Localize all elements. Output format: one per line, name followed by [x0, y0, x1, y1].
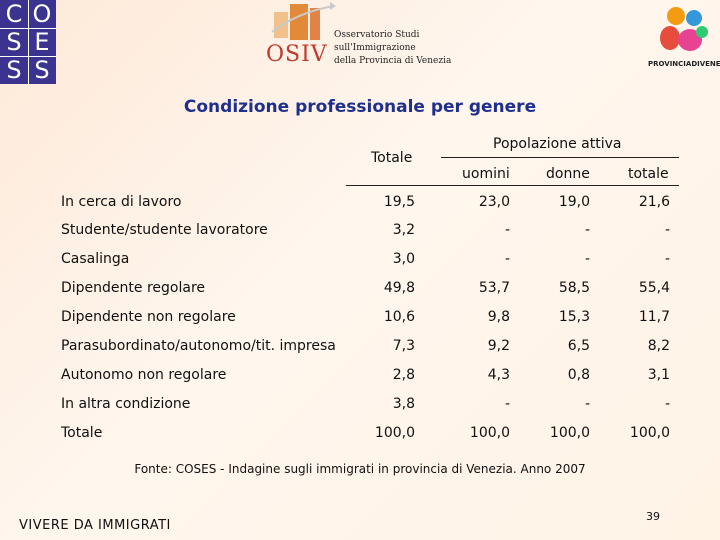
coses-letter: S: [6, 56, 22, 84]
coses-letter: S: [6, 28, 22, 56]
table-cell: 3,8: [392, 396, 415, 412]
page-number: 39: [646, 510, 660, 523]
table-cell: 100,0: [629, 425, 670, 441]
table-cell: 49,8: [383, 280, 415, 296]
table-cell: 6,5: [567, 338, 590, 354]
table-cell: 53,7: [478, 280, 510, 296]
row-label: Autonomo non regolare: [61, 367, 227, 383]
table-cell: 3,1: [647, 367, 670, 383]
table-cell: 3,0: [392, 251, 415, 267]
row-label: Parasubordinato/autonomo/tit. impresa: [61, 338, 336, 354]
table-cell: 23,0: [478, 194, 510, 210]
coses-letter: E: [34, 28, 50, 56]
row-label: Casalinga: [61, 251, 130, 267]
osiv-line: Osservatorio Studi: [334, 30, 420, 40]
table-cell: 19,5: [383, 194, 415, 210]
row-label: Dipendente regolare: [61, 280, 206, 296]
table-cell: 2,8: [392, 367, 415, 383]
table-cell: -: [664, 222, 670, 238]
osiv-line: della Provincia di Venezia: [334, 56, 452, 66]
table-cell: 4,3: [487, 367, 510, 383]
row-label: Studente/studente lavoratore: [61, 222, 268, 238]
osiv-wordmark: OSIV: [266, 42, 328, 67]
table-cell: 21,6: [638, 194, 670, 210]
table-cell: 3,2: [392, 222, 415, 238]
header-donne: donne: [546, 166, 590, 182]
header-totale-attiva: totale: [628, 166, 669, 182]
coses-logo: C O S E S S: [0, 0, 56, 84]
table-cell: 0,8: [567, 367, 590, 383]
table-cell: 100,0: [469, 425, 510, 441]
table-cell: 19,0: [558, 194, 590, 210]
provincia-logo: PROVINCIADIVENEZIA: [644, 4, 720, 70]
provincia-label: PROVINCIADIVENEZIA: [648, 60, 720, 68]
table-cell: -: [504, 222, 510, 238]
table-cell: -: [584, 396, 590, 412]
table-cell: 15,3: [558, 309, 590, 325]
table-cell: 100,0: [374, 425, 415, 441]
coses-letter: C: [5, 0, 23, 28]
page-title: Condizione professionale per genere: [183, 97, 537, 117]
row-label: Dipendente non regolare: [61, 309, 236, 325]
table-cell: 55,4: [638, 280, 670, 296]
row-label: Totale: [61, 425, 103, 441]
osiv-emblem-icon: [271, 2, 336, 40]
row-label: In cerca di lavoro: [61, 194, 182, 210]
table-cell: -: [664, 251, 670, 267]
osiv-logo: OSIV Osservatorio Studi sull'Immigrazion…: [266, 2, 451, 68]
table-cell: -: [504, 251, 510, 267]
table-cell: -: [584, 251, 590, 267]
table-cell: 9,2: [487, 338, 510, 354]
table-cell: 100,0: [549, 425, 590, 441]
table-cell: 8,2: [647, 338, 670, 354]
header-uomini: uomini: [462, 166, 510, 182]
table-cell: -: [504, 396, 510, 412]
coses-letter: S: [34, 56, 50, 84]
table-cell: 10,6: [383, 309, 415, 325]
coses-letter: O: [32, 0, 52, 28]
table-cell: 58,5: [558, 280, 590, 296]
table-cell: 7,3: [392, 338, 415, 354]
provincia-emblem-icon: [660, 7, 708, 51]
footer-title: VIVERE DA IMMIGRATI: [19, 518, 171, 533]
table-cell: -: [584, 222, 590, 238]
header-rule: [346, 185, 679, 186]
header-group-rule: [441, 157, 679, 158]
header-popolazione-attiva: Popolazione attiva: [493, 136, 622, 152]
header-totale: Totale: [371, 150, 413, 166]
row-label: In altra condizione: [61, 396, 191, 412]
source-note: Fonte: COSES - Indagine sugli immigrati …: [134, 462, 586, 476]
table-cell: 11,7: [638, 309, 670, 325]
table-cell: -: [664, 396, 670, 412]
osiv-line: sull'Immigrazione: [334, 43, 416, 53]
table-cell: 9,8: [487, 309, 510, 325]
